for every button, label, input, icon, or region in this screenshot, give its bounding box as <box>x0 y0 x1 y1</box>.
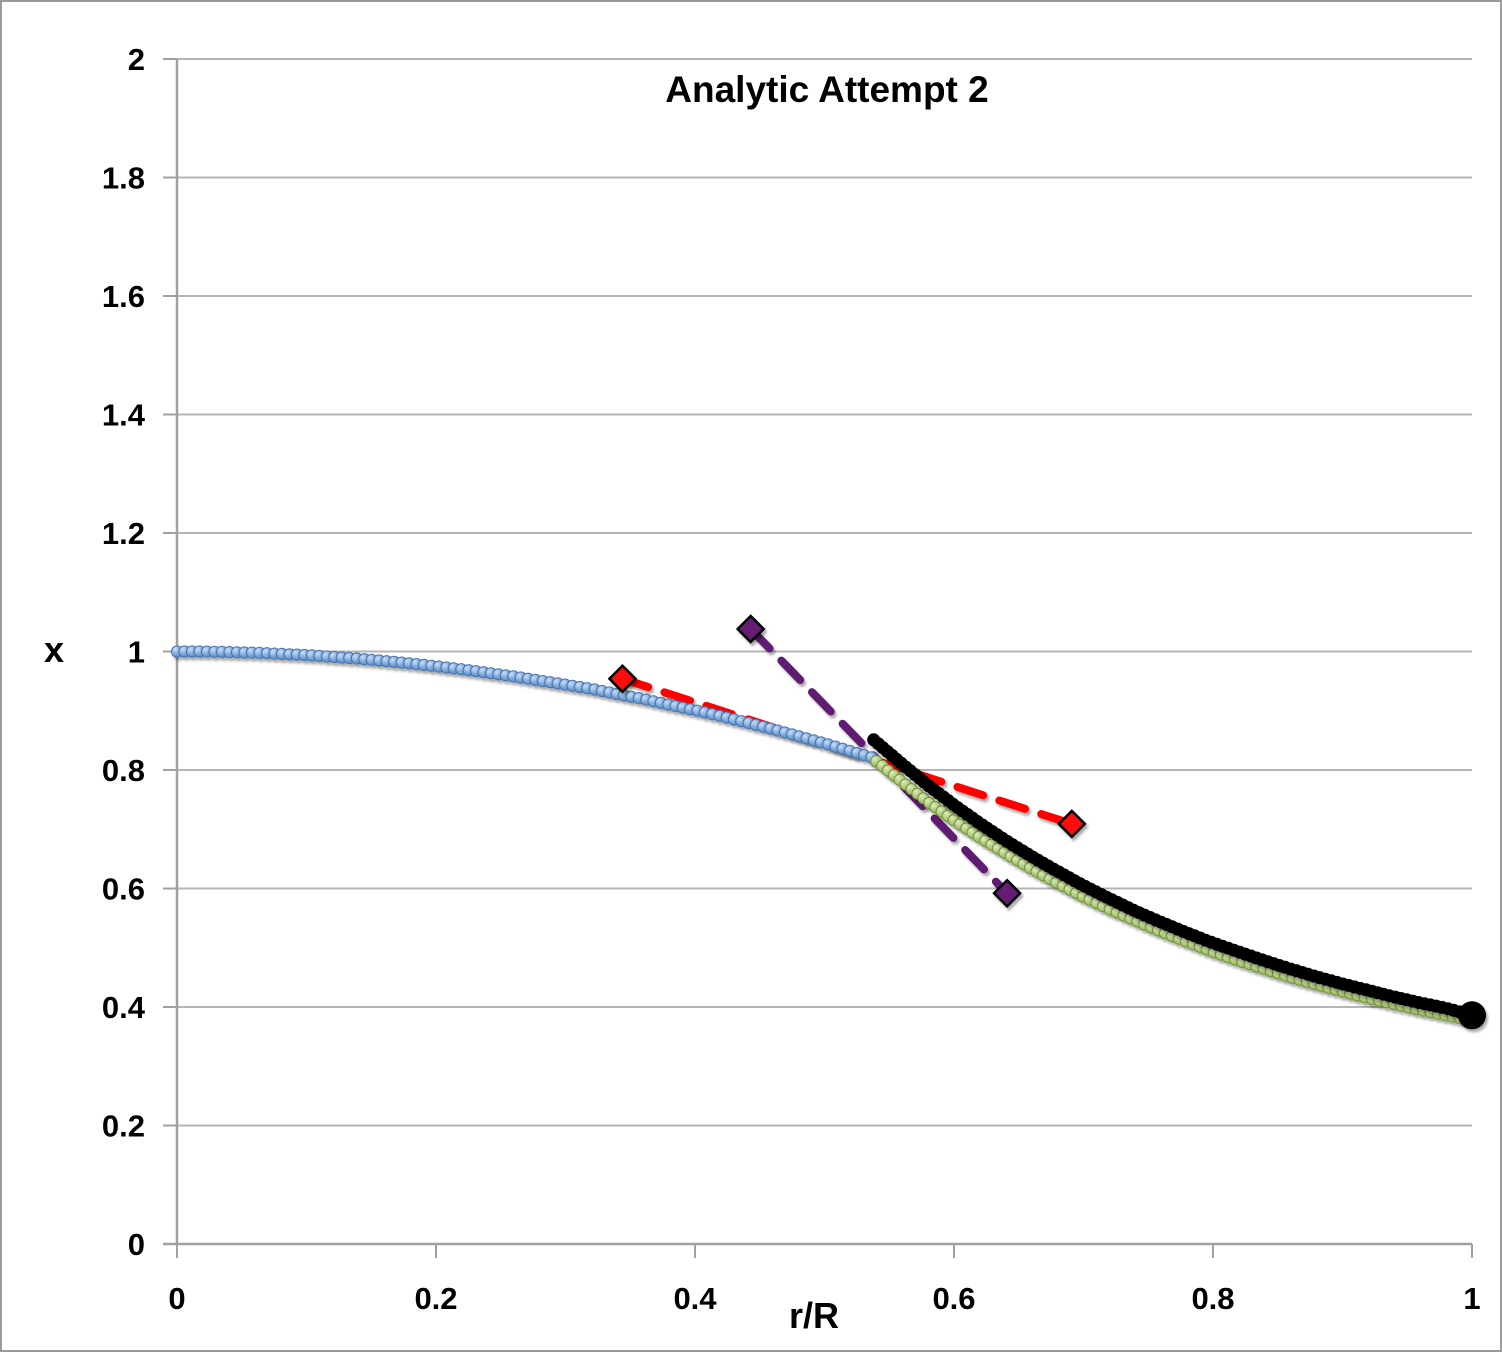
x-tick-label: 0.4 <box>673 1281 717 1316</box>
chart-title: Analytic Attempt 2 <box>665 69 988 110</box>
diamond-marker <box>992 878 1022 909</box>
x-tick-label: 0.6 <box>932 1281 975 1316</box>
diamond-marker <box>735 614 766 644</box>
diamond-marker <box>607 663 638 694</box>
end-dot <box>1458 1001 1486 1030</box>
series-black-outer-solution <box>867 733 1486 1030</box>
markers-purple-dashed-approx <box>735 614 1022 909</box>
y-tick-label: 0.2 <box>102 1109 145 1144</box>
y-tick-label: 1 <box>128 635 145 670</box>
y-tick-label: 1.4 <box>102 398 146 433</box>
y-axis-title: x <box>44 629 64 670</box>
y-tick-label: 2 <box>128 42 145 77</box>
y-tick-label: 0.4 <box>102 990 146 1025</box>
series-green-outer-solution <box>870 755 1474 1026</box>
x-tick-label: 1 <box>1463 1281 1480 1316</box>
y-tick-label: 0 <box>128 1227 145 1262</box>
x-tick-label: 0 <box>168 1281 185 1316</box>
tick-labels: 0 0.2 0.4 0.6 0.8 1 1.2 1.4 1.6 1.8 2 0 0.2 0.4 0.6 0.8… <box>102 42 1481 1316</box>
x-tick-label: 0.8 <box>1191 1281 1234 1316</box>
plot-series <box>170 625 1486 1030</box>
series-blue-inner-solution <box>170 645 878 764</box>
markers-red-dashed-approx <box>607 663 1087 839</box>
x-axis-title: r/R <box>789 1295 839 1336</box>
chart-labels: Analytic Attempt 2 x r/R 0 0.2 0.4 0.6 0.8 1 1… <box>44 42 1481 1336</box>
y-tick-label: 1.8 <box>102 161 145 196</box>
y-tick-label: 0.8 <box>102 753 145 788</box>
x-tick-label: 0.2 <box>414 1281 457 1316</box>
gridlines <box>177 58 1472 1127</box>
diamond-markers <box>607 614 1087 909</box>
diamond-marker <box>1057 809 1087 839</box>
y-tick-label: 1.2 <box>102 516 145 551</box>
y-tick-label: 1.6 <box>102 279 145 314</box>
y-tick-label: 0.6 <box>102 872 145 907</box>
